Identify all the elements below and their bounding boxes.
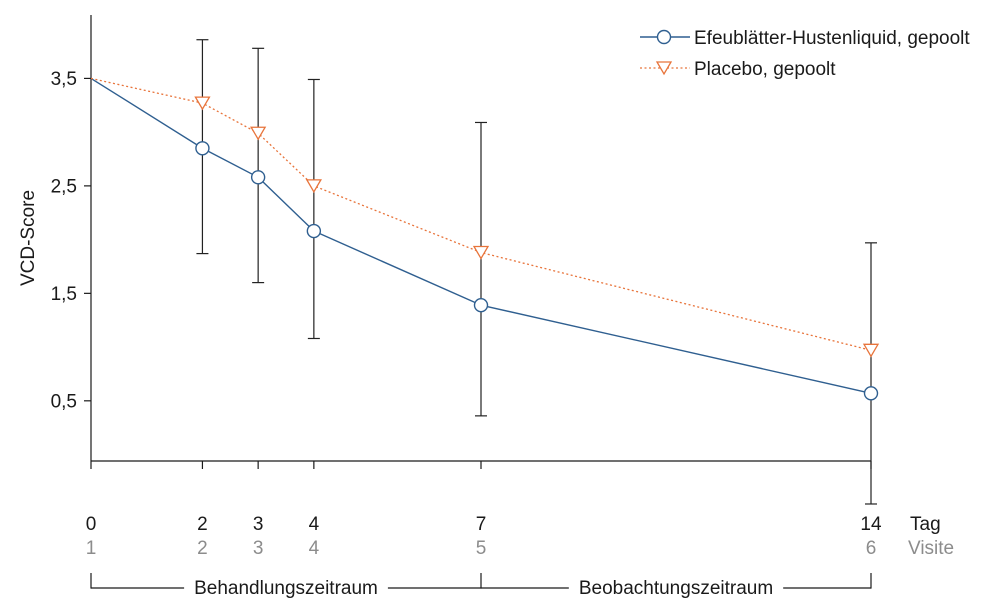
x-tick-label: 14: [860, 514, 882, 535]
x-axis-label: Tag: [910, 514, 941, 535]
efeublatter-hustenliquid-point: [250, 170, 266, 185]
legend-label: Placebo, gepoolt: [694, 59, 836, 80]
efeublatter-hustenliquid-point: [195, 141, 210, 156]
x-tick-label: 7: [476, 514, 487, 535]
visit-tick-label: 2: [197, 538, 208, 559]
visit-tick-label: 4: [309, 538, 320, 559]
legend-marker: [655, 61, 673, 76]
legend-label: Efeublätter-Hustenliquid, gepoolt: [694, 28, 970, 49]
visit-tick-label: 3: [253, 538, 264, 559]
x-tick-label: 4: [309, 514, 320, 535]
efeublatter-hustenliquid-point: [473, 297, 489, 313]
placebo-point: [194, 96, 211, 111]
visit-axis-label: Visite: [908, 538, 954, 559]
y-tick-label: 3,5: [51, 69, 77, 90]
visit-tick-label: 1: [86, 538, 97, 559]
placebo-point: [472, 245, 490, 260]
placebo-point: [305, 179, 322, 194]
axes: 0,5 1,5 2,5 3,5 VCD-Score 0 1 2 2 3 3 4 4 7 5 14 6 Tag Vis…: [18, 15, 954, 559]
efeublatter-hustenliquid-line: [90, 77, 872, 394]
placebo-line: [90, 77, 872, 351]
error-bars: [196, 39, 877, 505]
legend-item: Placebo, gepoolt: [640, 59, 836, 80]
period-brackets: Behandlungszeitraum Beobachtungszeitraum: [90, 573, 872, 599]
legend-item: Efeublätter-Hustenliquid, gepoolt: [640, 28, 970, 49]
period-label: Beobachtungszeitraum: [579, 578, 773, 599]
efeublatter-hustenliquid-point: [863, 386, 879, 401]
series-lines: [90, 77, 872, 394]
series-markers: [194, 96, 880, 401]
placebo-point: [250, 126, 267, 141]
y-axis-label: VCD-Score: [18, 190, 39, 286]
legend-marker: [656, 29, 672, 45]
placebo-point: [862, 343, 880, 358]
x-tick-label: 3: [253, 514, 264, 535]
y-tick-label: 1,5: [51, 284, 77, 305]
efeublatter-hustenliquid-point: [306, 223, 322, 239]
y-tick-label: 2,5: [51, 176, 77, 197]
visit-tick-label: 6: [866, 538, 877, 559]
x-tick-label: 0: [86, 514, 97, 535]
visit-tick-label: 5: [476, 538, 487, 559]
period-label: Behandlungszeitraum: [194, 578, 378, 599]
legend: Efeublätter-Hustenliquid, gepoolt Placebo…: [640, 28, 970, 80]
y-tick-label: 0,5: [51, 391, 77, 412]
x-tick-label: 2: [197, 514, 208, 535]
